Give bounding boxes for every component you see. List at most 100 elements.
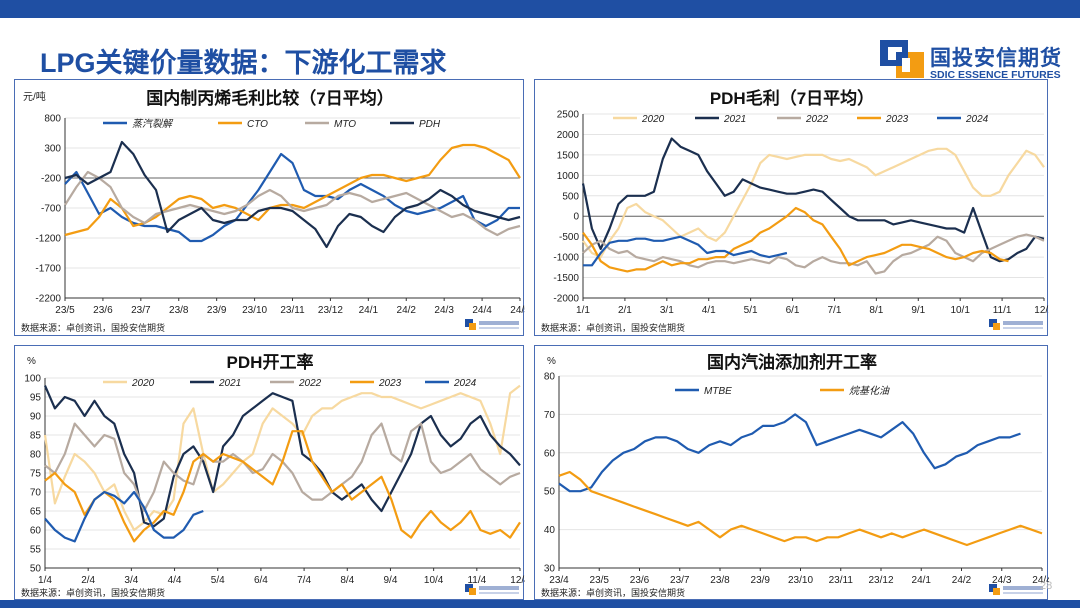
y-tick-label: 80: [30, 450, 42, 461]
x-tick-label: 24/1: [359, 305, 379, 316]
x-tick-label: 23/9: [751, 575, 771, 586]
x-tick-label: 23/10: [242, 305, 267, 316]
chart-panel-pdh-operating-rate: PDH开工率% 100 95 90 85 80 75 70 65 60 55 50 1/4 2/4 3/4 4…: [14, 345, 525, 600]
y-tick-label: -700: [41, 204, 61, 215]
chart-propylene-margin: 国内制丙烯毛利比较（7日平均） 元/吨 800 300 -200 -700 -1200 -17…: [21, 88, 525, 333]
logo-name-en: SDIC ESSENCE FUTURES: [930, 69, 1061, 81]
series-line-2021: [43, 385, 521, 528]
x-tick-label: 23/6: [630, 575, 650, 586]
source-note: 数据来源：卓创资讯，国投安信期货: [541, 587, 685, 598]
y-tick-label: 65: [30, 507, 42, 518]
y-tick-label: 75: [30, 469, 42, 480]
source-note: 数据来源：卓创资讯，国投安信期货: [541, 322, 685, 333]
x-tick-label: 23/11: [280, 305, 305, 316]
x-tick-label: 24/2: [952, 575, 972, 586]
series-line-PDH: [64, 140, 521, 249]
y-axis-label: %: [547, 356, 556, 367]
y-tick-label: 90: [30, 412, 42, 423]
y-tick-label: 40: [544, 525, 556, 536]
x-tick-label: 24/4: [472, 305, 492, 316]
x-tick-label: 11/4: [467, 575, 486, 586]
source-note: 数据来源：卓创资讯，国投安信期货: [21, 322, 165, 333]
y-tick-label: 55: [30, 545, 42, 556]
x-tick-label: 1/4: [38, 575, 52, 586]
chart-panel-gasoline-additive-rate: 国内汽油添加剂开工率% 80 70 60 50 40 30 23/4 23/5 23/6 23/7 2…: [534, 345, 1049, 600]
y-axis-label: %: [27, 356, 36, 367]
y-tick-label: 500: [562, 191, 579, 202]
x-tick-label: 23/6: [93, 305, 113, 316]
x-tick-label: 8/4: [340, 575, 354, 586]
chart-panel-propylene-margin: 国内制丙烯毛利比较（7日平均） 元/吨 800 300 -200 -700 -1200 -17…: [14, 79, 525, 336]
x-tick-label: 24/5: [510, 305, 525, 316]
x-tick-label: 9/1: [911, 305, 925, 316]
series-line-MTBE: [558, 413, 1021, 493]
x-tick-label: 23/5: [590, 575, 610, 586]
x-tick-label: 23/8: [710, 575, 730, 586]
y-tick-label: -2200: [35, 294, 61, 305]
series-line-2024: [583, 235, 788, 267]
y-tick-label: -1200: [35, 234, 61, 245]
series-line-2020: [582, 147, 1045, 259]
x-tick-label: 24/2: [397, 305, 417, 316]
source-note: 数据来源：卓创资讯，国投安信期货: [21, 587, 165, 598]
legend-label: 2021: [723, 114, 746, 125]
x-tick-label: 6/4: [254, 575, 268, 586]
x-tick-label: 6/1: [786, 305, 800, 316]
x-tick-label: 10/1: [950, 305, 970, 316]
y-tick-label: 2000: [557, 130, 580, 141]
series-line-2022: [582, 233, 1045, 275]
y-tick-label: 300: [44, 144, 61, 155]
x-tick-label: 23/7: [131, 305, 151, 316]
x-tick-label: 2/1: [618, 305, 632, 316]
chart-title: PDH开工率: [227, 352, 314, 372]
y-tick-label: 60: [30, 526, 42, 537]
chart-title: PDH毛利（7日平均）: [710, 88, 874, 108]
series-line-蒸汽裂解: [64, 152, 520, 243]
legend-label: 2023: [378, 378, 402, 389]
legend-label: 2022: [298, 378, 322, 389]
x-tick-label: 23/9: [207, 305, 227, 316]
x-tick-label: 23/12: [868, 575, 893, 586]
chart-title: 国内汽油添加剂开工率: [707, 352, 877, 372]
y-tick-label: 100: [24, 374, 41, 385]
chart-title: 国内制丙烯毛利比较（7日平均）: [146, 88, 393, 108]
y-tick-label: 2500: [557, 110, 580, 121]
series-line-2021: [581, 137, 1045, 263]
legend-label: MTBE: [704, 386, 732, 397]
x-tick-label: 4/1: [702, 305, 716, 316]
legend-label: PDH: [419, 119, 441, 130]
legend-label: 2024: [965, 114, 989, 125]
x-tick-label: 23/7: [670, 575, 690, 586]
y-tick-label: -200: [41, 174, 61, 185]
x-tick-label: 23/11: [829, 575, 854, 586]
y-tick-label: 70: [544, 410, 556, 421]
legend-label: 蒸汽裂解: [132, 118, 174, 130]
x-tick-label: 1/1: [576, 305, 590, 316]
chart-pdh-margin: PDH毛利（7日平均） 2500 2000 1500 1000 500 0 -500 -1000…: [541, 88, 1049, 333]
legend-label: 2020: [641, 114, 665, 125]
sdic-small-logo-icon: [989, 319, 1043, 330]
x-tick-label: 10/4: [424, 575, 444, 586]
y-tick-label: -2000: [553, 294, 579, 305]
sdic-small-logo-icon: [465, 319, 519, 330]
y-tick-label: -1000: [553, 253, 579, 264]
x-tick-label: 8/1: [869, 305, 883, 316]
legend-label: CTO: [247, 119, 268, 130]
legend-label: 2021: [218, 378, 241, 389]
x-tick-label: 4/4: [168, 575, 182, 586]
x-tick-label: 11/1: [993, 305, 1012, 316]
x-tick-label: 5/4: [211, 575, 225, 586]
sdic-small-logo-icon: [465, 584, 519, 595]
y-tick-label: 95: [30, 393, 42, 404]
bottom-bar: [0, 600, 1080, 608]
legend-label: 2024: [453, 378, 477, 389]
sdic-small-logo-icon: [989, 584, 1043, 595]
y-tick-label: 80: [544, 372, 556, 383]
top-bar: [0, 0, 1080, 18]
x-tick-label: 3/1: [660, 305, 674, 316]
series-line-CTO: [64, 143, 521, 237]
chart-panel-pdh-margin: PDH毛利（7日平均） 2500 2000 1500 1000 500 0 -500 -1000…: [534, 79, 1049, 336]
y-tick-label: 60: [544, 448, 556, 459]
x-tick-label: 23/4: [549, 575, 569, 586]
